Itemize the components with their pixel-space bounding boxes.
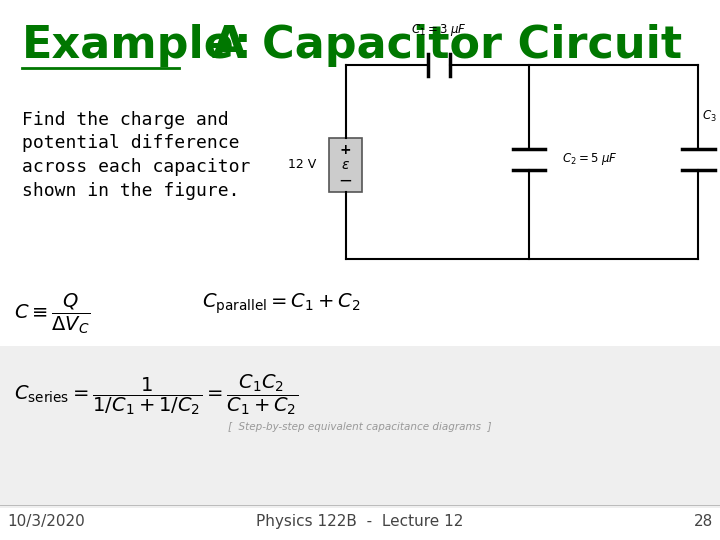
Text: [  Step-by-step equivalent capacitance diagrams  ]: [ Step-by-step equivalent capacitance di… (228, 422, 492, 431)
Text: $C_1 = 3\ \mu F$: $C_1 = 3\ \mu F$ (411, 22, 467, 38)
Text: Physics 122B  -  Lecture 12: Physics 122B - Lecture 12 (256, 514, 464, 529)
Text: −: − (338, 172, 353, 190)
Text: $\varepsilon$: $\varepsilon$ (341, 158, 350, 172)
Text: Example:: Example: (22, 24, 252, 68)
Text: $C_{\rm parallel} = C_1 + C_2$: $C_{\rm parallel} = C_1 + C_2$ (202, 292, 360, 316)
Text: +: + (340, 143, 351, 157)
Text: $C \equiv \dfrac{Q}{\Delta V_C}$: $C \equiv \dfrac{Q}{\Delta V_C}$ (14, 292, 91, 336)
Text: A Capacitor Circuit: A Capacitor Circuit (181, 24, 683, 68)
Text: 12 V: 12 V (288, 158, 317, 171)
Text: $C_3 = 1\ \mu F$: $C_3 = 1\ \mu F$ (702, 108, 720, 124)
Text: 10/3/2020: 10/3/2020 (7, 514, 85, 529)
Text: 28: 28 (693, 514, 713, 529)
Text: Find the charge and
potential difference
across each capacitor
shown in the figu: Find the charge and potential difference… (22, 111, 250, 199)
Text: $C_2 = 5\ \mu F$: $C_2 = 5\ \mu F$ (562, 151, 618, 167)
FancyBboxPatch shape (0, 346, 720, 508)
Text: $C_{\rm series} = \dfrac{1}{1/C_1+1/C_2} = \dfrac{C_1 C_2}{C_1+C_2}$: $C_{\rm series} = \dfrac{1}{1/C_1+1/C_2}… (14, 373, 299, 417)
FancyBboxPatch shape (329, 138, 361, 192)
